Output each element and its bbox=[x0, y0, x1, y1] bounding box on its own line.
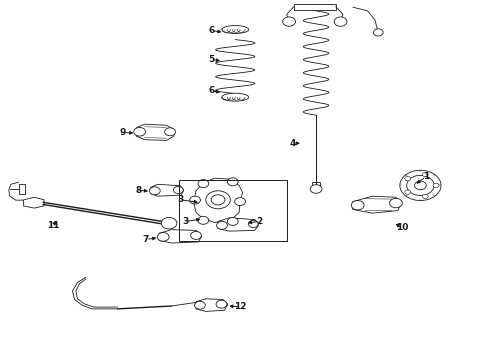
Circle shape bbox=[422, 194, 428, 198]
Text: 1: 1 bbox=[423, 172, 429, 181]
Circle shape bbox=[165, 128, 175, 136]
Circle shape bbox=[405, 190, 411, 194]
Circle shape bbox=[390, 198, 402, 208]
Circle shape bbox=[157, 233, 169, 241]
Text: 4: 4 bbox=[290, 139, 296, 148]
Text: 10: 10 bbox=[395, 223, 408, 232]
Ellipse shape bbox=[221, 93, 248, 101]
Text: 8: 8 bbox=[136, 186, 142, 194]
Circle shape bbox=[211, 195, 225, 205]
Circle shape bbox=[334, 17, 347, 26]
Circle shape bbox=[373, 29, 383, 36]
Text: 6: 6 bbox=[209, 26, 215, 35]
Circle shape bbox=[149, 187, 160, 195]
Circle shape bbox=[206, 191, 230, 209]
Polygon shape bbox=[218, 218, 259, 231]
Bar bbox=[179, 180, 287, 241]
Circle shape bbox=[248, 220, 258, 228]
Polygon shape bbox=[196, 299, 228, 311]
Circle shape bbox=[227, 217, 238, 225]
Text: 7: 7 bbox=[143, 235, 149, 244]
Circle shape bbox=[198, 216, 209, 224]
Text: 12: 12 bbox=[234, 302, 246, 311]
Polygon shape bbox=[159, 230, 202, 243]
Polygon shape bbox=[24, 197, 44, 208]
Circle shape bbox=[415, 181, 426, 190]
Text: 5: 5 bbox=[209, 55, 215, 64]
Circle shape bbox=[310, 185, 322, 193]
Polygon shape bbox=[312, 182, 320, 187]
Circle shape bbox=[433, 183, 439, 188]
Polygon shape bbox=[294, 4, 336, 10]
Circle shape bbox=[407, 175, 434, 195]
Text: 3: 3 bbox=[182, 217, 188, 226]
Ellipse shape bbox=[221, 26, 248, 33]
Circle shape bbox=[405, 176, 411, 181]
Circle shape bbox=[134, 127, 146, 136]
Polygon shape bbox=[151, 184, 184, 196]
Text: 11: 11 bbox=[47, 220, 59, 230]
Circle shape bbox=[161, 217, 177, 229]
Polygon shape bbox=[353, 196, 401, 213]
Text: 9: 9 bbox=[119, 128, 126, 137]
Circle shape bbox=[235, 198, 245, 206]
Text: 6: 6 bbox=[209, 86, 215, 95]
Circle shape bbox=[283, 17, 295, 26]
Text: 2: 2 bbox=[257, 217, 263, 226]
Circle shape bbox=[400, 170, 441, 201]
Circle shape bbox=[198, 180, 209, 188]
Circle shape bbox=[216, 300, 227, 308]
Polygon shape bbox=[194, 178, 243, 222]
Circle shape bbox=[227, 178, 238, 186]
Circle shape bbox=[217, 221, 227, 229]
Circle shape bbox=[351, 201, 364, 210]
Circle shape bbox=[422, 172, 428, 177]
Polygon shape bbox=[136, 124, 174, 140]
Text: 3: 3 bbox=[177, 195, 183, 204]
Circle shape bbox=[173, 186, 183, 194]
Circle shape bbox=[190, 196, 200, 204]
Circle shape bbox=[191, 231, 201, 239]
Circle shape bbox=[195, 301, 205, 309]
